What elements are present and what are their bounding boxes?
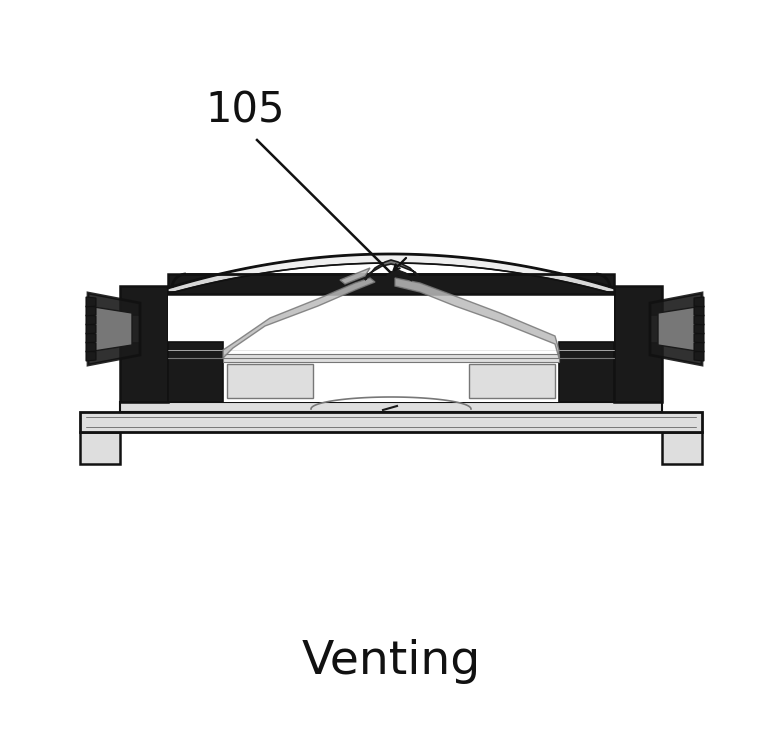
Polygon shape: [168, 342, 223, 402]
Polygon shape: [365, 260, 420, 280]
Polygon shape: [168, 294, 614, 402]
Polygon shape: [559, 342, 614, 402]
Text: Venting: Venting: [301, 640, 481, 684]
Polygon shape: [694, 297, 704, 307]
Polygon shape: [694, 315, 704, 325]
Polygon shape: [86, 333, 96, 343]
Polygon shape: [88, 293, 140, 365]
Polygon shape: [658, 307, 696, 351]
Text: 105: 105: [205, 89, 285, 131]
Polygon shape: [223, 354, 559, 362]
Polygon shape: [168, 274, 614, 294]
Polygon shape: [694, 333, 704, 343]
Polygon shape: [382, 270, 412, 282]
Polygon shape: [395, 278, 559, 358]
Polygon shape: [694, 351, 704, 361]
Polygon shape: [662, 432, 702, 464]
Polygon shape: [86, 297, 96, 307]
Polygon shape: [86, 315, 96, 325]
Polygon shape: [694, 306, 704, 316]
Polygon shape: [86, 306, 96, 316]
Polygon shape: [614, 286, 662, 402]
Polygon shape: [86, 342, 96, 352]
Polygon shape: [650, 315, 662, 343]
Polygon shape: [168, 254, 614, 292]
Polygon shape: [227, 364, 313, 398]
Polygon shape: [86, 324, 96, 334]
Polygon shape: [94, 307, 132, 351]
Polygon shape: [80, 412, 702, 432]
Polygon shape: [120, 315, 140, 343]
Polygon shape: [469, 364, 555, 398]
Polygon shape: [694, 342, 704, 352]
Polygon shape: [223, 278, 375, 358]
Polygon shape: [86, 351, 96, 361]
Polygon shape: [120, 402, 662, 412]
Polygon shape: [120, 286, 168, 402]
Polygon shape: [694, 324, 704, 334]
Polygon shape: [650, 293, 702, 365]
Polygon shape: [340, 268, 370, 284]
Polygon shape: [80, 432, 120, 464]
